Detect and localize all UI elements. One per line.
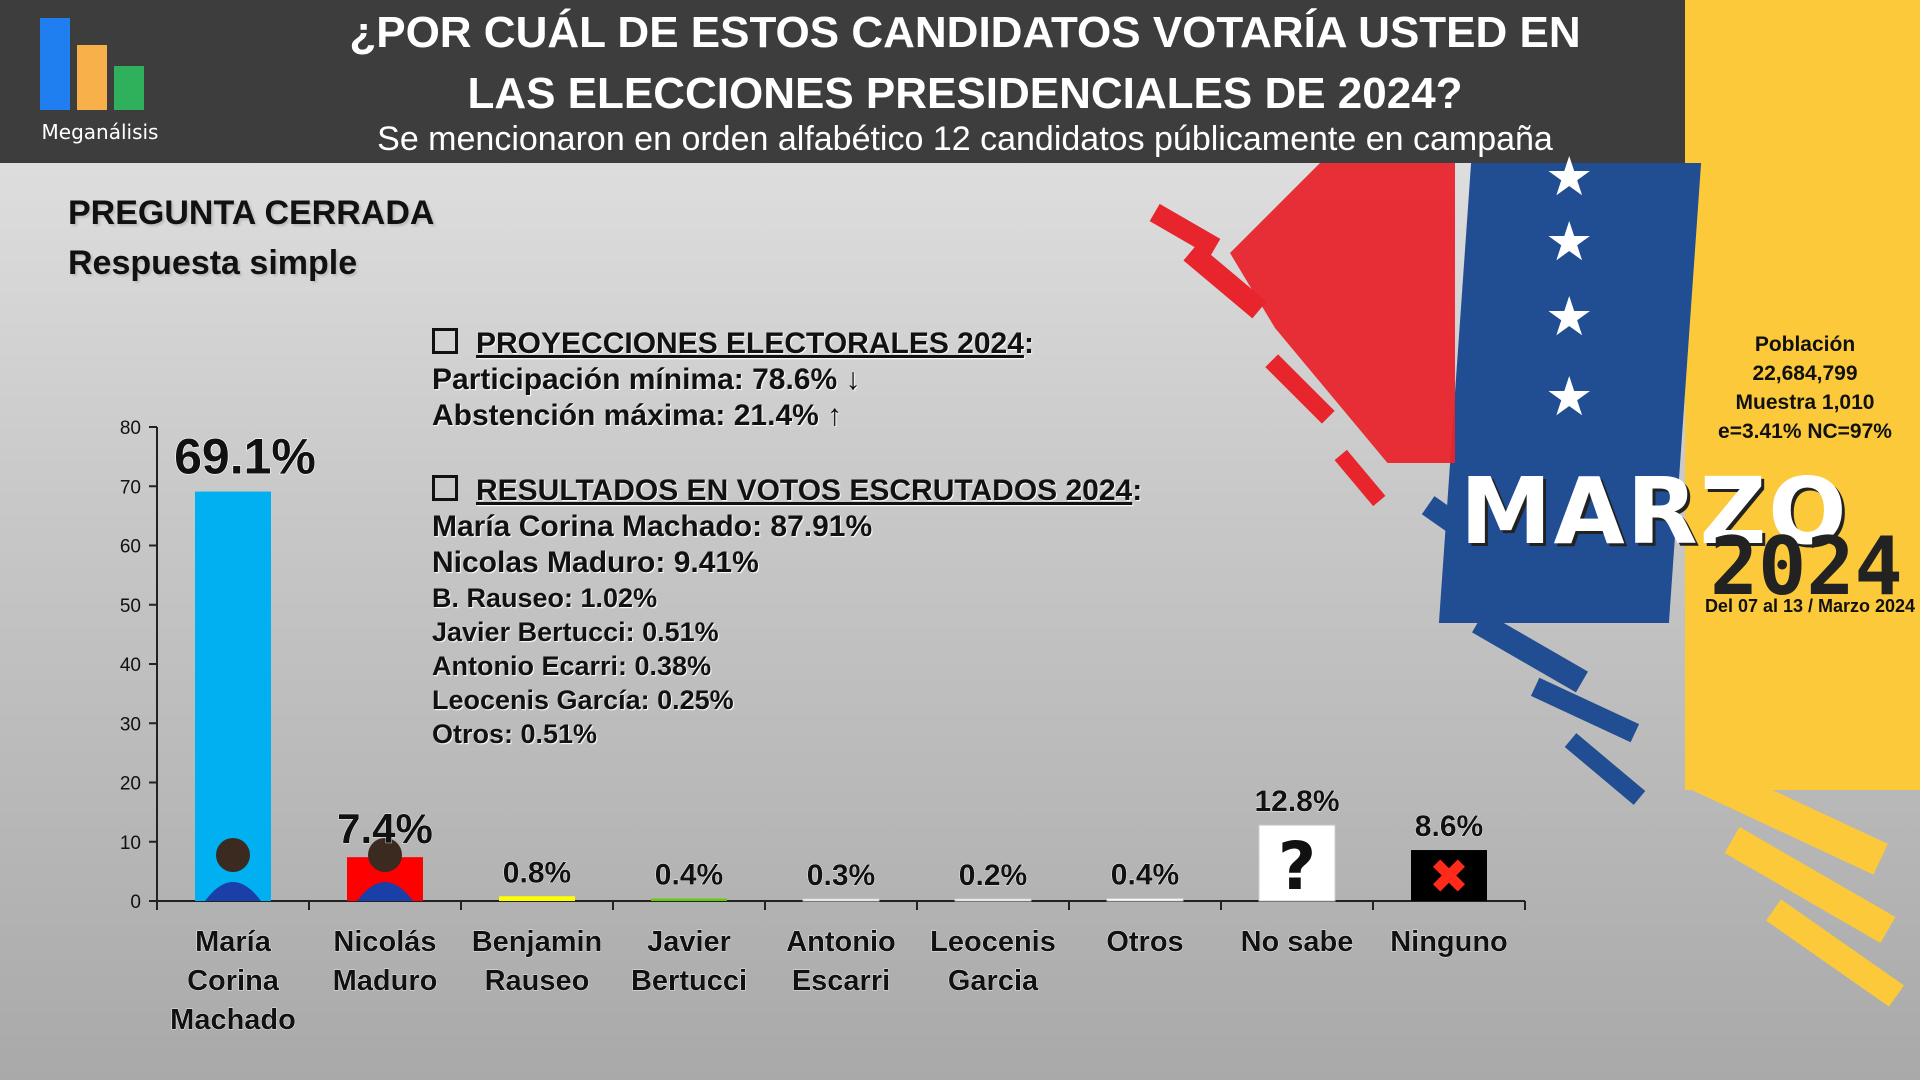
category-label: Javier (647, 926, 731, 958)
y-tick-label: 40 (120, 655, 141, 676)
header-bar: Meganálisis ¿POR CUÁL DE ESTOS CANDIDATO… (0, 0, 1685, 163)
y-tick-label: 20 (120, 774, 141, 795)
response-mode: Respuesta simple (68, 244, 358, 282)
bar (1106, 898, 1184, 902)
category-label: Bertucci (631, 965, 747, 997)
category-label: María (195, 926, 272, 958)
category-label: Ninguno (1390, 926, 1508, 958)
data-label: 0.4% (655, 859, 723, 892)
y-tick-label: 10 (120, 833, 141, 854)
y-tick-label: 30 (120, 714, 141, 735)
star-icon: ★ (1545, 285, 1594, 348)
title-line-2: LAS ELECCIONES PRESIDENCIALES DE 2024? (467, 69, 1463, 118)
category-label: Machado (170, 1004, 296, 1036)
data-label: 69.1% (174, 429, 316, 485)
person-photo-icon (205, 882, 261, 901)
result-line: Leocenis García: 0.25% (432, 685, 734, 715)
star-icon: ★ (1545, 145, 1594, 208)
data-label: 0.4% (1111, 859, 1179, 892)
y-tick-label: 80 (120, 418, 141, 439)
bar (195, 491, 271, 901)
y-tick-label: 50 (120, 596, 141, 617)
data-label: 7.4% (337, 805, 433, 852)
page-title: ¿POR CUÁL DE ESTOS CANDIDATOS VOTARÍA US… (245, 2, 1685, 124)
meganalisis-logo: Meganálisis (30, 18, 170, 148)
red-x-icon: ✖ (1429, 849, 1469, 905)
bar (1411, 850, 1487, 901)
category-label: Maduro (333, 965, 438, 997)
bar (802, 898, 880, 902)
question-type: PREGUNTA CERRADA (68, 194, 435, 232)
result-line: Antonio Ecarri: 0.38% (432, 651, 712, 681)
results-heading: RESULTADOS EN VOTOS ESCRUTADOS 2024: (432, 473, 1252, 509)
sample-line: e=3.41% NC=97% (1718, 420, 1892, 443)
projections-block: PROYECCIONES ELECTORALES 2024: Participa… (432, 326, 1252, 434)
category-label: Leocenis (930, 926, 1056, 958)
period-month: MARZO (1460, 458, 1849, 565)
y-tick-label: 60 (120, 537, 141, 558)
category-label: Benjamin (472, 926, 603, 958)
y-tick-label: 70 (120, 477, 141, 498)
data-label: 12.8% (1254, 785, 1339, 818)
data-label: 0.2% (959, 859, 1027, 892)
category-label: Escarri (792, 965, 890, 997)
logo-bar-orange (77, 45, 107, 110)
results-block: RESULTADOS EN VOTOS ESCRUTADOS 2024: Mar… (432, 473, 1252, 751)
sample-line: Población (1754, 333, 1856, 356)
result-line: Javier Bertucci: 0.51% (432, 617, 719, 647)
category-label: Otros (1106, 926, 1183, 958)
result-line: Nicolas Maduro: 9.41% (432, 546, 759, 579)
data-label: 8.6% (1415, 810, 1483, 843)
page-subtitle: Se mencionaron en orden alfabético 12 ca… (377, 120, 1553, 158)
flag-yellow-band (1685, 0, 1920, 790)
data-label: 0.8% (503, 856, 571, 889)
period-year: 2024 (1710, 520, 1903, 613)
star-icon: ★ (1545, 210, 1594, 273)
result-line: B. Rauseo: 1.02% (432, 583, 658, 613)
category-label: Rauseo (485, 965, 590, 997)
projection-line: Participación mínima: 78.6% ↓ (432, 363, 861, 396)
data-label: 0.3% (807, 859, 875, 892)
logo-bar-green (114, 66, 144, 110)
bar (1258, 824, 1336, 902)
bar (651, 898, 727, 901)
title-line-1: ¿POR CUÁL DE ESTOS CANDIDATOS VOTARÍA US… (349, 8, 1581, 57)
sample-line: Muestra 1,010 (1735, 391, 1875, 414)
checkbox-icon (432, 475, 458, 501)
period-dates: Del 07 al 13 / Marzo 2024 (1704, 596, 1916, 616)
checkbox-icon (432, 328, 458, 354)
question-mark-icon: ? (1278, 828, 1316, 905)
category-label: Antonio (786, 926, 896, 958)
person-photo-icon (357, 882, 413, 901)
star-icon: ★ (1545, 365, 1594, 428)
category-label: Garcia (948, 965, 1039, 997)
sample-line: 22,684,799 (1752, 362, 1858, 385)
category-label: Nicolás (333, 926, 436, 958)
bar (954, 898, 1032, 902)
bar (499, 896, 575, 901)
projection-line: Abstención máxima: 21.4% ↑ (432, 399, 843, 432)
logo-bar-blue (40, 18, 70, 110)
result-line: Otros: 0.51% (432, 719, 598, 749)
category-label: No sabe (1241, 926, 1354, 958)
person-photo-icon (216, 838, 250, 872)
brand-name: Meganálisis (41, 120, 159, 144)
result-line: María Corina Machado: 87.91% (432, 510, 873, 543)
projections-heading: PROYECCIONES ELECTORALES 2024: (432, 326, 1252, 362)
y-tick-label: 0 (130, 892, 141, 913)
sample-info: Población 22,684,799 Muestra 1,010 e=3.4… (1700, 330, 1910, 446)
category-label: Corina (187, 965, 280, 997)
person-photo-icon (368, 838, 402, 872)
